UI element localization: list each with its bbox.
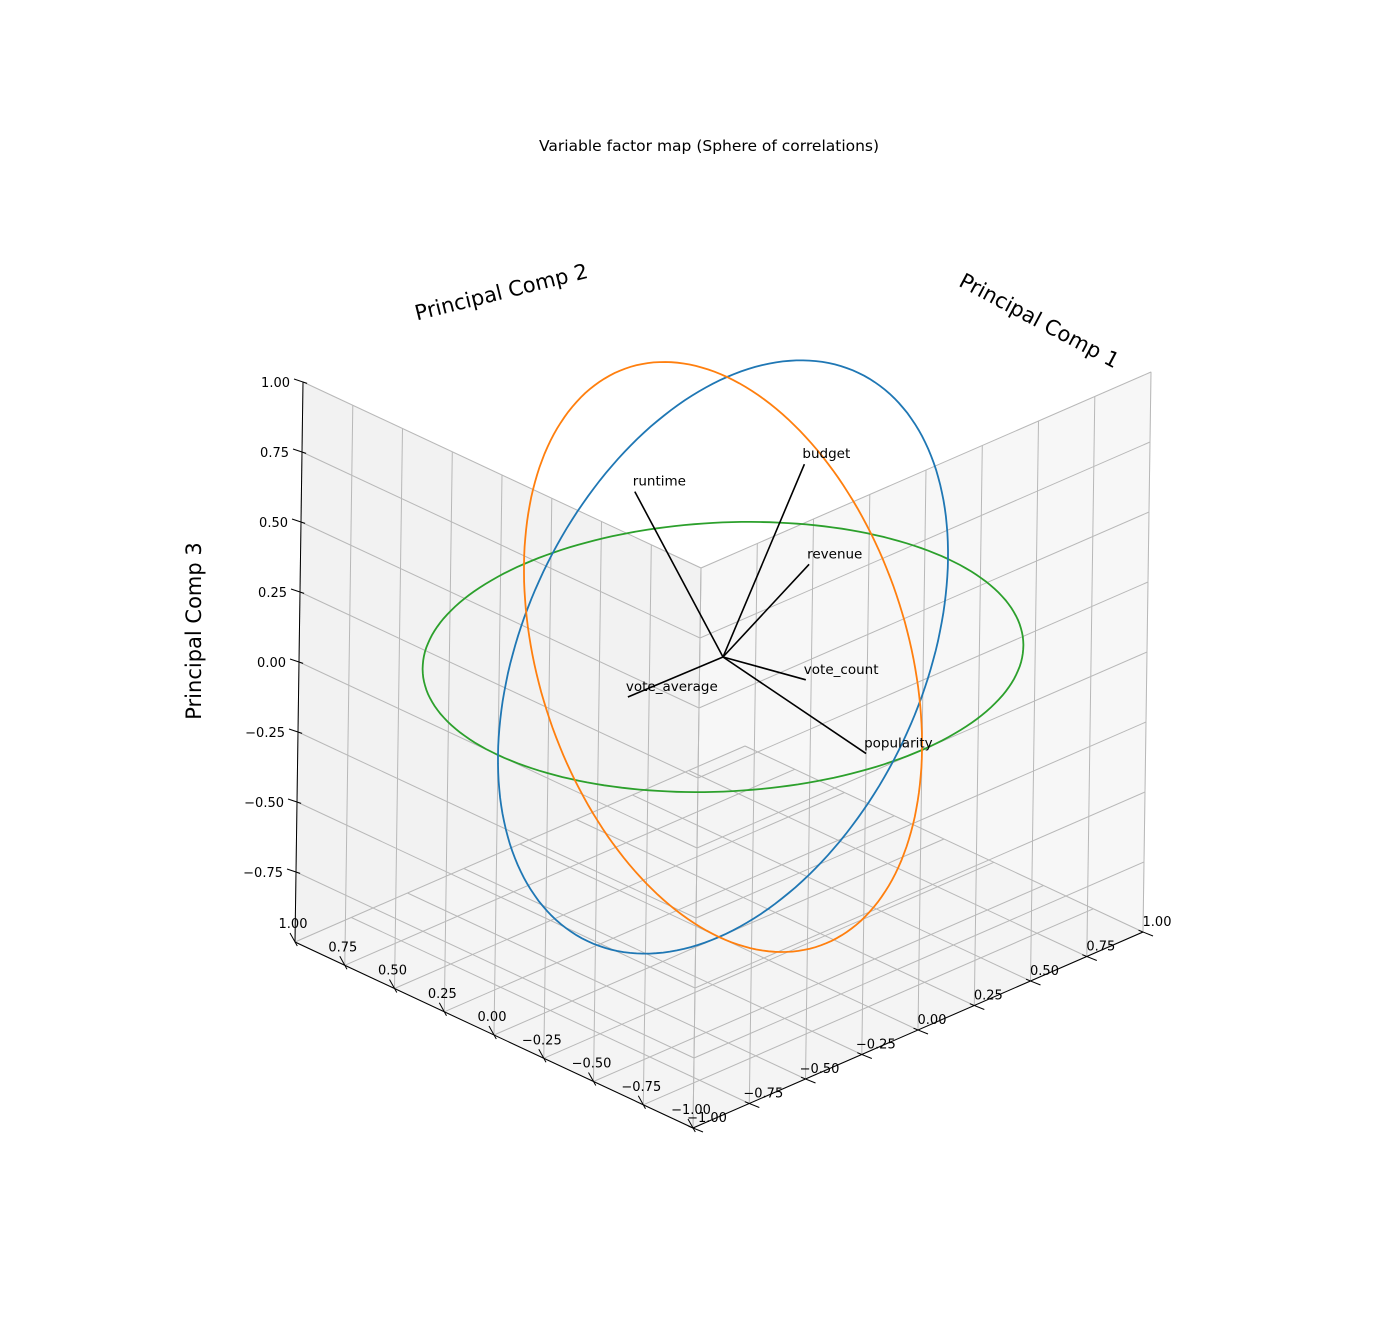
vector-label-vote_average: vote_average	[626, 679, 718, 695]
grid-line	[973, 445, 983, 1006]
y-tick-label: −0.75	[621, 1080, 661, 1095]
vector-label-vote_count: vote_count	[804, 662, 879, 678]
y-tick-label: −0.50	[572, 1057, 612, 1072]
x-tick-label: 0.50	[1030, 964, 1059, 979]
grid-line	[344, 768, 795, 966]
tick-marks	[286, 378, 1154, 1133]
z-tick	[287, 798, 302, 804]
y-axis-label: Principal Comp 2	[412, 259, 590, 325]
axis-panes	[293, 371, 1152, 1129]
grid-line	[695, 721, 1147, 919]
y-tick-label: −0.25	[522, 1033, 562, 1048]
z-tick-label: −0.50	[244, 796, 284, 811]
grid-line	[694, 791, 1146, 989]
grid-line	[344, 405, 354, 966]
x-axis-label: Principal Comp 1	[955, 269, 1123, 374]
z-tick-label: −0.25	[245, 726, 285, 741]
z-tick	[286, 868, 301, 874]
z-tick-label: 1.00	[261, 376, 290, 391]
z-tick	[293, 378, 308, 384]
z-tick	[292, 448, 307, 454]
grid-line	[632, 794, 1031, 982]
y-tick	[389, 979, 398, 993]
unit-circles	[421, 359, 1025, 955]
z-tick	[289, 658, 304, 664]
grid-line	[576, 819, 975, 1006]
y-tick	[488, 1025, 497, 1040]
z-tick-label: −0.75	[243, 866, 283, 881]
y-tick	[289, 932, 298, 947]
grid-line	[444, 815, 895, 1013]
z-tick	[290, 588, 305, 594]
y-tick	[588, 1072, 597, 1086]
grid-line	[297, 731, 697, 919]
vector-label-runtime: runtime	[633, 474, 686, 490]
chart-title: Variable factor map (Sphere of correlati…	[539, 137, 879, 155]
vector-label-budget: budget	[802, 446, 850, 462]
x-tick-label: 0.75	[1086, 940, 1115, 955]
y-tick	[339, 956, 348, 970]
y-tick-label: 0.75	[328, 940, 357, 955]
z-tick-label: 0.25	[258, 586, 287, 601]
vector-vote_count	[722, 656, 807, 681]
y-tick-label: −1.00	[671, 1103, 711, 1118]
x-tick-label: −0.75	[743, 1087, 783, 1102]
grid-line	[443, 451, 453, 1012]
x-tick	[744, 1101, 760, 1108]
vector-popularity	[722, 656, 867, 755]
y-tick	[538, 1049, 547, 1063]
z-tick	[288, 728, 303, 734]
vector-label-popularity: popularity	[864, 736, 933, 752]
z-tick-label: 0.50	[259, 516, 288, 531]
grid-line	[693, 861, 1145, 1059]
x-tick-label: 0.25	[974, 989, 1003, 1004]
x-tick	[969, 1003, 985, 1010]
x-tick	[857, 1052, 872, 1059]
vector-runtime	[634, 491, 724, 658]
x-tick-label: −0.50	[800, 1062, 840, 1077]
vector-labels: popularity vote_count revenue budget vote_av…	[626, 446, 933, 751]
z-tick-label: 0.00	[257, 656, 286, 671]
tick-labels: −1.00 −0.75 −0.50 −0.25 0.00 0.25 0.50 0.75 1.00…	[243, 376, 1171, 1126]
grid-line	[1086, 396, 1096, 957]
vector-vote_average	[627, 656, 724, 698]
y-tick	[438, 1002, 447, 1017]
z-tick	[291, 518, 306, 524]
grid-line	[688, 770, 1088, 957]
x-tick-label: −0.25	[856, 1038, 896, 1053]
grid-line	[295, 871, 695, 1059]
vectors	[627, 463, 867, 755]
vector-label-revenue: revenue	[807, 546, 862, 562]
grid-line	[294, 745, 746, 943]
unit-circle-yz	[523, 361, 923, 953]
x-tick-label: 1.00	[1143, 915, 1172, 930]
y-tick	[637, 1095, 646, 1110]
grid-line	[394, 428, 403, 989]
grid-line	[296, 801, 696, 989]
z-axis-label: Principal Comp 3	[182, 542, 206, 720]
x-tick-label: −1.00	[687, 1111, 727, 1126]
x-tick	[688, 1125, 704, 1133]
vector-revenue	[722, 563, 810, 658]
grid-line	[394, 792, 845, 989]
x-tick	[1025, 978, 1041, 986]
x-tick	[913, 1027, 929, 1035]
grid-line	[1030, 420, 1039, 982]
y-tick-label: 0.25	[428, 987, 457, 1002]
y-tick-label: 1.00	[279, 917, 308, 932]
y-tick-label: 0.50	[378, 964, 407, 979]
x-tick-label: 0.00	[918, 1013, 947, 1028]
y-tick-label: 0.00	[478, 1010, 507, 1025]
grid-line	[1142, 371, 1152, 933]
y-tick	[687, 1118, 696, 1133]
vector-budget	[722, 463, 806, 658]
z-tick-label: 0.75	[260, 446, 289, 461]
x-tick	[800, 1076, 816, 1084]
x-tick	[1082, 954, 1097, 961]
grid-line	[744, 745, 1144, 933]
x-tick	[1138, 929, 1154, 937]
unit-circle-xz	[497, 359, 949, 955]
